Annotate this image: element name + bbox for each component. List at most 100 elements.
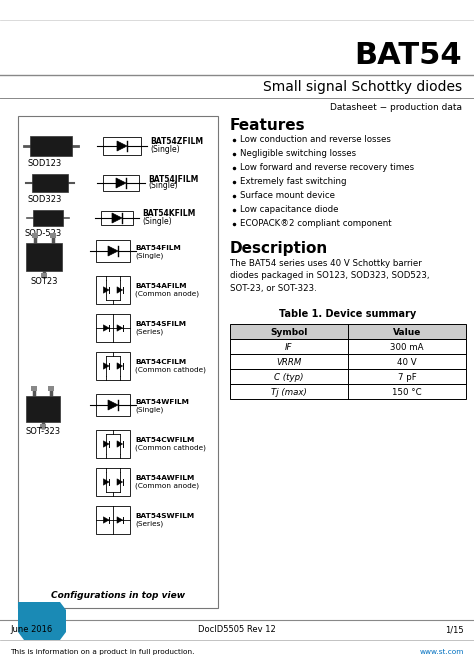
Text: This is information on a product in full production.: This is information on a product in full… (10, 649, 194, 655)
Bar (32, 174, 68, 192)
Text: BAT54WFILM: BAT54WFILM (135, 399, 189, 405)
Text: The BAT54 series uses 40 V Schottky barrier: The BAT54 series uses 40 V Schottky barr… (230, 259, 422, 269)
Bar (26, 396, 60, 422)
Bar (230, 384, 466, 399)
Text: Features: Features (230, 117, 306, 133)
Bar (230, 339, 466, 354)
Text: 40 V: 40 V (397, 358, 417, 367)
Text: BAT54AWFILM: BAT54AWFILM (135, 475, 194, 481)
Polygon shape (103, 362, 109, 369)
Text: Tj (max): Tj (max) (271, 388, 307, 397)
Polygon shape (108, 400, 118, 410)
Text: BAT54SFILM: BAT54SFILM (135, 321, 186, 327)
Text: Surface mount device: Surface mount device (240, 192, 335, 200)
Bar (103, 137, 141, 155)
Text: (Single): (Single) (148, 182, 178, 190)
Bar (96, 394, 130, 416)
Bar (103, 175, 139, 191)
Text: DocID5505 Rev 12: DocID5505 Rev 12 (198, 626, 276, 634)
Text: (Common cathode): (Common cathode) (135, 366, 206, 373)
Text: Configurations in top view: Configurations in top view (51, 590, 185, 600)
Text: Datasheet − production data: Datasheet − production data (330, 103, 462, 113)
Text: SOT-23, or SOT-323.: SOT-23, or SOT-323. (230, 283, 317, 293)
Text: SOD123: SOD123 (28, 159, 62, 168)
Polygon shape (117, 517, 123, 523)
Text: 1/15: 1/15 (446, 626, 464, 634)
Polygon shape (103, 517, 109, 523)
Text: (Single): (Single) (142, 216, 172, 226)
Bar (96, 468, 130, 496)
Polygon shape (103, 441, 109, 447)
Text: SOD-523: SOD-523 (24, 228, 62, 237)
Text: SOT-323: SOT-323 (26, 427, 61, 436)
Text: BAT54: BAT54 (355, 40, 462, 70)
Text: Symbol: Symbol (270, 328, 308, 337)
Bar (41, 273, 47, 278)
Polygon shape (103, 479, 109, 485)
Text: Negligible switching losses: Negligible switching losses (240, 149, 356, 159)
Bar (96, 430, 130, 458)
Text: (Single): (Single) (135, 253, 164, 259)
Bar (26, 243, 62, 271)
Bar (101, 211, 133, 225)
Text: Value: Value (393, 328, 421, 337)
Bar (96, 240, 130, 262)
Text: 150 °C: 150 °C (392, 388, 422, 397)
Text: BAT54CWFILM: BAT54CWFILM (135, 437, 194, 443)
Bar (230, 324, 466, 339)
Polygon shape (103, 287, 109, 293)
Text: Low capacitance diode: Low capacitance diode (240, 206, 338, 214)
Bar (32, 233, 38, 238)
Text: BAT54FILM: BAT54FILM (135, 245, 181, 251)
Bar (96, 276, 130, 304)
Polygon shape (117, 479, 123, 485)
Text: (Series): (Series) (135, 329, 163, 335)
Text: BAT54AFILM: BAT54AFILM (135, 283, 186, 289)
Text: Small signal Schottky diodes: Small signal Schottky diodes (263, 80, 462, 94)
Text: 300 mA: 300 mA (390, 343, 424, 352)
Bar (230, 369, 466, 384)
Text: Table 1. Device summary: Table 1. Device summary (279, 309, 417, 319)
Polygon shape (116, 178, 126, 188)
Text: June 2016: June 2016 (10, 626, 52, 634)
Text: (Common anode): (Common anode) (135, 291, 199, 297)
Bar (40, 424, 46, 429)
Text: C (typ): C (typ) (274, 373, 304, 382)
Polygon shape (103, 325, 109, 331)
Bar (96, 506, 130, 534)
Text: BAT54ZFILM: BAT54ZFILM (150, 137, 203, 145)
Text: diodes packaged in SO123, SOD323, SOD523,: diodes packaged in SO123, SOD323, SOD523… (230, 271, 429, 281)
Bar (33, 210, 63, 226)
Polygon shape (117, 362, 123, 369)
Text: (Common anode): (Common anode) (135, 483, 199, 489)
Text: SOD323: SOD323 (28, 194, 62, 204)
Text: (Single): (Single) (135, 407, 164, 413)
Text: 7 pF: 7 pF (398, 373, 416, 382)
Polygon shape (112, 213, 122, 223)
Polygon shape (108, 246, 118, 256)
Bar (96, 352, 130, 380)
Text: Low forward and reverse recovery times: Low forward and reverse recovery times (240, 163, 414, 172)
Text: IF: IF (285, 343, 293, 352)
Text: (Single): (Single) (150, 145, 180, 153)
Polygon shape (117, 325, 123, 331)
Text: ECOPACK®2 compliant component: ECOPACK®2 compliant component (240, 220, 392, 228)
Polygon shape (117, 441, 123, 447)
Bar (96, 314, 130, 342)
Text: www.st.com: www.st.com (419, 649, 464, 655)
Polygon shape (18, 602, 66, 640)
Bar (30, 136, 72, 156)
Text: Extremely fast switching: Extremely fast switching (240, 178, 346, 186)
Bar (230, 354, 466, 369)
Bar (31, 386, 37, 391)
Bar (18, 116, 218, 608)
Polygon shape (117, 141, 127, 151)
Text: VRRM: VRRM (276, 358, 301, 367)
Bar (50, 233, 56, 238)
Text: SOT23: SOT23 (30, 277, 58, 285)
Polygon shape (117, 287, 123, 293)
Text: BAT54CFILM: BAT54CFILM (135, 359, 186, 365)
Text: BAT54KFILM: BAT54KFILM (142, 210, 195, 218)
Text: (Series): (Series) (135, 521, 163, 527)
Text: Low conduction and reverse losses: Low conduction and reverse losses (240, 135, 391, 145)
